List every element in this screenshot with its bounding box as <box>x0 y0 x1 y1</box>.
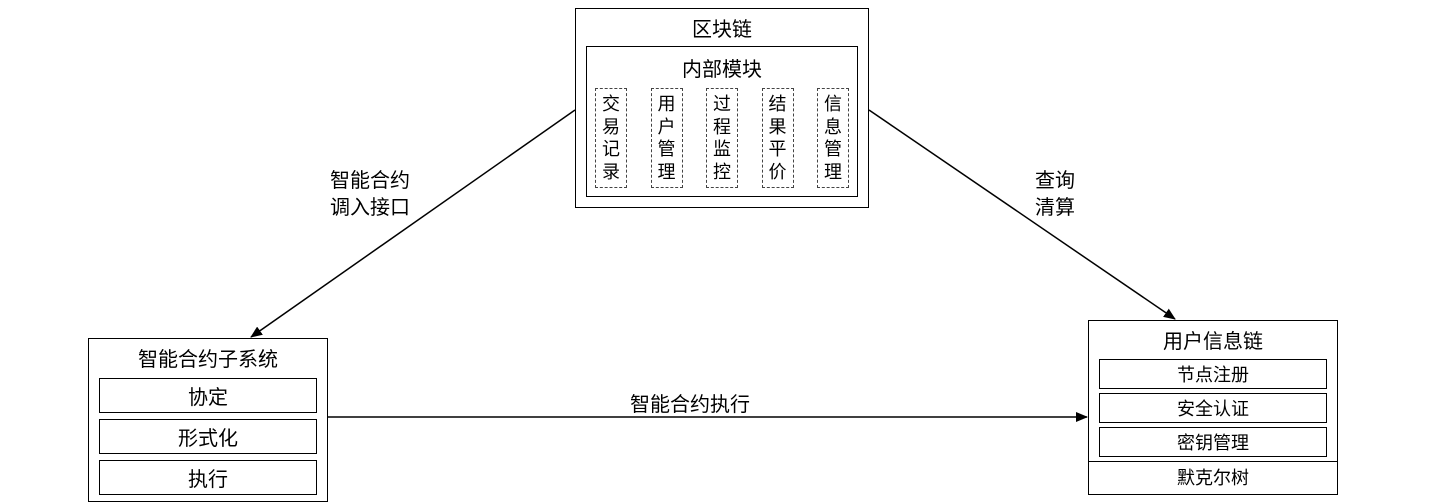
user-chain-title: 用户信息链 <box>1089 321 1337 358</box>
blockchain-inner-title: 内部模块 <box>591 51 853 88</box>
edge-label-line: 智能合约执行 <box>630 392 750 419</box>
smart-contract-item: 形式化 <box>99 419 317 454</box>
module-item: 信息管理 <box>817 88 849 188</box>
user-chain-item: 安全认证 <box>1099 393 1327 423</box>
arrow-right <box>869 110 1175 319</box>
module-item: 过程监控 <box>706 88 738 188</box>
blockchain-title: 区块链 <box>576 9 868 46</box>
module-item: 交易记录 <box>595 88 627 188</box>
node-user-chain: 用户信息链 节点注册 安全认证 密钥管理 默克尔树 <box>1088 320 1338 495</box>
edge-label-line: 调入接口 <box>330 195 410 222</box>
edge-label-line: 清算 <box>1035 195 1075 222</box>
node-smart-contract: 智能合约子系统 协定 形式化 执行 <box>88 338 328 502</box>
edge-label-right: 查询 清算 <box>1035 168 1075 222</box>
blockchain-modules-row: 交易记录 用户管理 过程监控 结果平价 信息管理 <box>591 88 853 188</box>
edge-label-line: 查询 <box>1035 168 1075 195</box>
smart-contract-item: 执行 <box>99 460 317 495</box>
edge-label-left: 智能合约 调入接口 <box>330 168 410 222</box>
user-chain-item: 密钥管理 <box>1099 427 1327 457</box>
arrow-left <box>251 110 575 337</box>
smart-contract-title: 智能合约子系统 <box>89 339 327 376</box>
user-chain-item: 节点注册 <box>1099 359 1327 389</box>
edge-label-line: 智能合约 <box>330 168 410 195</box>
module-item: 结果平价 <box>762 88 794 188</box>
smart-contract-item: 协定 <box>99 378 317 413</box>
user-chain-footer: 默克尔树 <box>1089 462 1337 494</box>
node-blockchain: 区块链 内部模块 交易记录 用户管理 过程监控 结果平价 信息管理 <box>575 8 869 208</box>
edge-label-bottom: 智能合约执行 <box>630 392 750 419</box>
blockchain-inner-box: 内部模块 交易记录 用户管理 过程监控 结果平价 信息管理 <box>586 46 858 197</box>
module-item: 用户管理 <box>651 88 683 188</box>
